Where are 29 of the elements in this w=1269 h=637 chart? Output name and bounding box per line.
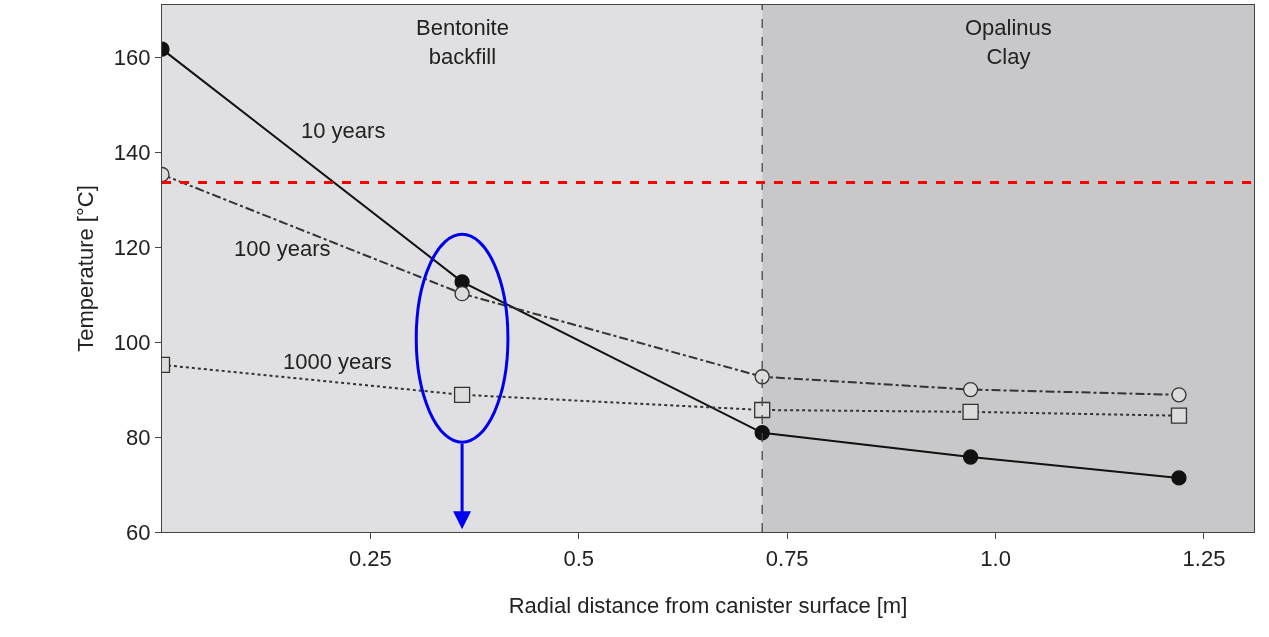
point	[754, 369, 770, 385]
y-tick-label: 60	[125, 519, 151, 545]
point	[1171, 470, 1187, 486]
point	[754, 425, 770, 441]
point	[962, 449, 979, 465]
series-label: 100 years	[234, 236, 331, 261]
y-tick-label: 80	[125, 424, 151, 450]
y-tick-label: 140	[113, 139, 151, 165]
x-tick-label: 1.25	[1182, 545, 1226, 571]
point	[754, 401, 771, 419]
series-label: 10 years	[301, 118, 386, 143]
point	[1170, 407, 1188, 424]
x-tick-label: 1.0	[980, 545, 1011, 571]
y-tick-label: 160	[113, 44, 151, 70]
x-tick-label: 0.75	[765, 545, 809, 571]
point	[1171, 387, 1187, 403]
y-tick-label: 120	[113, 234, 151, 260]
x-tick-label: 0.25	[348, 545, 392, 571]
point	[454, 286, 470, 302]
band-label: Bentonite backfill	[416, 15, 509, 69]
point	[962, 403, 979, 421]
y-axis-title: Temperature [°C]	[72, 185, 98, 352]
point	[962, 381, 979, 398]
point	[453, 386, 471, 403]
series-label: 1000 years	[283, 349, 392, 374]
x-tick-label: 0.5	[563, 545, 595, 571]
y-tick-label: 100	[113, 329, 151, 355]
band-label: Opalinus Clay	[965, 15, 1052, 69]
x-axis-title: Radial distance from canister surface [m]	[508, 593, 908, 619]
